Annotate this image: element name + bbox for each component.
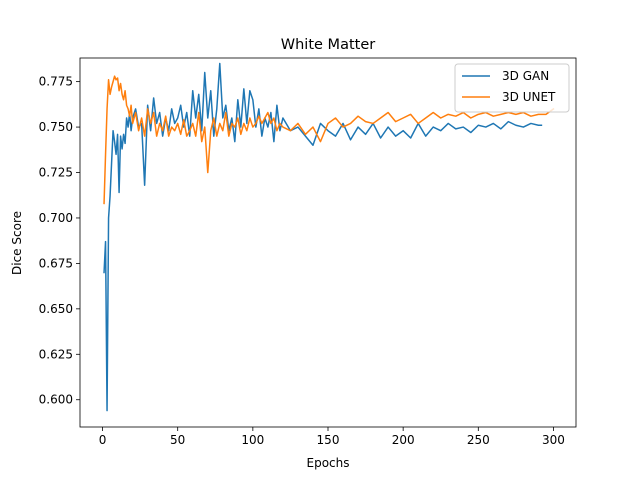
legend-label: 3D UNET	[502, 90, 556, 104]
y-tick-label: 0.775	[39, 75, 73, 89]
y-tick-label: 0.675	[39, 256, 73, 270]
y-axis: 0.600 0.625 0.650 0.675 0.700 0.725 0.750 0.775	[39, 75, 80, 407]
series-group	[103, 62, 555, 412]
y-axis-label: Dice Score	[10, 211, 24, 275]
x-axis: 0 50 100 150 200 250 300	[99, 427, 565, 447]
x-tick-label: 200	[392, 433, 415, 447]
x-tick-label: 100	[241, 433, 264, 447]
x-tick-label: 50	[170, 433, 185, 447]
y-tick-label: 0.700	[39, 211, 73, 225]
y-tick-label: 0.625	[39, 347, 73, 361]
legend-label: 3D GAN	[502, 69, 549, 83]
x-tick-label: 300	[542, 433, 565, 447]
series-line-3d-unet	[103, 75, 555, 205]
x-tick-label: 250	[467, 433, 490, 447]
y-tick-label: 0.750	[39, 120, 73, 134]
y-tick-label: 0.725	[39, 166, 73, 180]
legend: 3D GAN 3D UNET	[454, 63, 570, 113]
x-axis-label: Epochs	[307, 456, 350, 470]
plot-area: 0 50 100 150 200 250 300 0.6000.6250.6500.6750…	[39, 57, 577, 447]
chart-title: White Matter	[281, 37, 375, 53]
y-tick-label: 0.600	[39, 393, 73, 407]
x-tick-label: 0	[99, 433, 107, 447]
y-tick-label: 0.650	[39, 302, 73, 316]
series-line-3d-gan	[103, 62, 543, 412]
x-tick-label: 150	[317, 433, 340, 447]
